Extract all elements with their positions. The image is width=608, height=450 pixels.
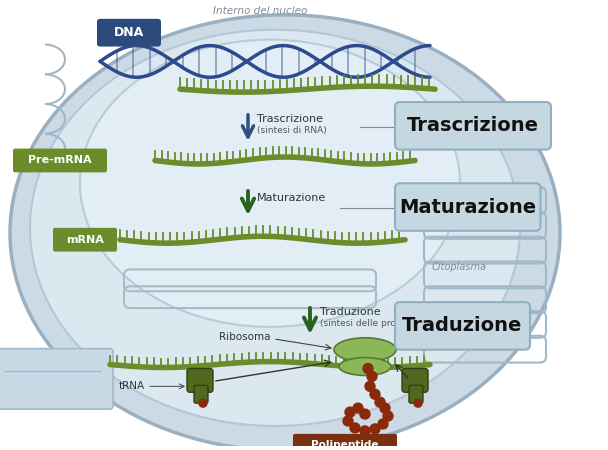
FancyBboxPatch shape bbox=[395, 183, 541, 231]
Circle shape bbox=[370, 389, 380, 399]
Ellipse shape bbox=[80, 40, 460, 327]
Text: mRNA: mRNA bbox=[66, 235, 104, 245]
Circle shape bbox=[360, 409, 370, 419]
FancyBboxPatch shape bbox=[187, 369, 213, 392]
Circle shape bbox=[375, 397, 385, 407]
Text: tRNA: tRNA bbox=[119, 381, 145, 392]
Circle shape bbox=[199, 399, 207, 407]
Text: Traduzione: Traduzione bbox=[402, 316, 523, 335]
Text: Traduzione: Traduzione bbox=[320, 307, 381, 317]
Circle shape bbox=[383, 411, 393, 421]
Circle shape bbox=[360, 426, 370, 436]
FancyBboxPatch shape bbox=[402, 369, 428, 392]
Text: Polipeptide: Polipeptide bbox=[311, 440, 379, 450]
Circle shape bbox=[365, 382, 375, 392]
Text: Maturazione: Maturazione bbox=[257, 193, 326, 203]
Circle shape bbox=[345, 407, 355, 417]
Circle shape bbox=[367, 372, 377, 382]
Circle shape bbox=[414, 399, 422, 407]
Text: Maturazione: Maturazione bbox=[399, 198, 536, 216]
Text: Citoplasma: Citoplasma bbox=[432, 262, 487, 272]
FancyBboxPatch shape bbox=[13, 148, 107, 172]
Text: Trascrizione: Trascrizione bbox=[257, 114, 323, 124]
Circle shape bbox=[380, 403, 390, 413]
FancyBboxPatch shape bbox=[395, 102, 551, 149]
FancyBboxPatch shape bbox=[409, 385, 423, 403]
Text: Ribosoma: Ribosoma bbox=[218, 332, 270, 342]
Text: Trascrizione: Trascrizione bbox=[407, 116, 539, 135]
Ellipse shape bbox=[30, 30, 520, 426]
FancyBboxPatch shape bbox=[194, 385, 208, 403]
FancyBboxPatch shape bbox=[293, 434, 397, 450]
Circle shape bbox=[370, 424, 380, 434]
Ellipse shape bbox=[339, 358, 391, 375]
Circle shape bbox=[350, 423, 360, 433]
FancyBboxPatch shape bbox=[395, 302, 530, 350]
Text: (sintesi di RNA): (sintesi di RNA) bbox=[257, 126, 326, 135]
Text: Pre-mRNA: Pre-mRNA bbox=[28, 156, 92, 166]
Ellipse shape bbox=[10, 15, 560, 450]
FancyBboxPatch shape bbox=[97, 19, 161, 46]
FancyBboxPatch shape bbox=[53, 228, 117, 252]
Text: (sintesi delle proteine): (sintesi delle proteine) bbox=[320, 320, 423, 328]
Text: DNA: DNA bbox=[114, 26, 144, 39]
Circle shape bbox=[353, 403, 363, 413]
Text: Interno del nucleo: Interno del nucleo bbox=[213, 6, 307, 16]
Circle shape bbox=[378, 419, 388, 429]
Circle shape bbox=[363, 364, 373, 374]
FancyBboxPatch shape bbox=[0, 349, 113, 409]
Ellipse shape bbox=[334, 338, 396, 361]
Circle shape bbox=[343, 416, 353, 426]
